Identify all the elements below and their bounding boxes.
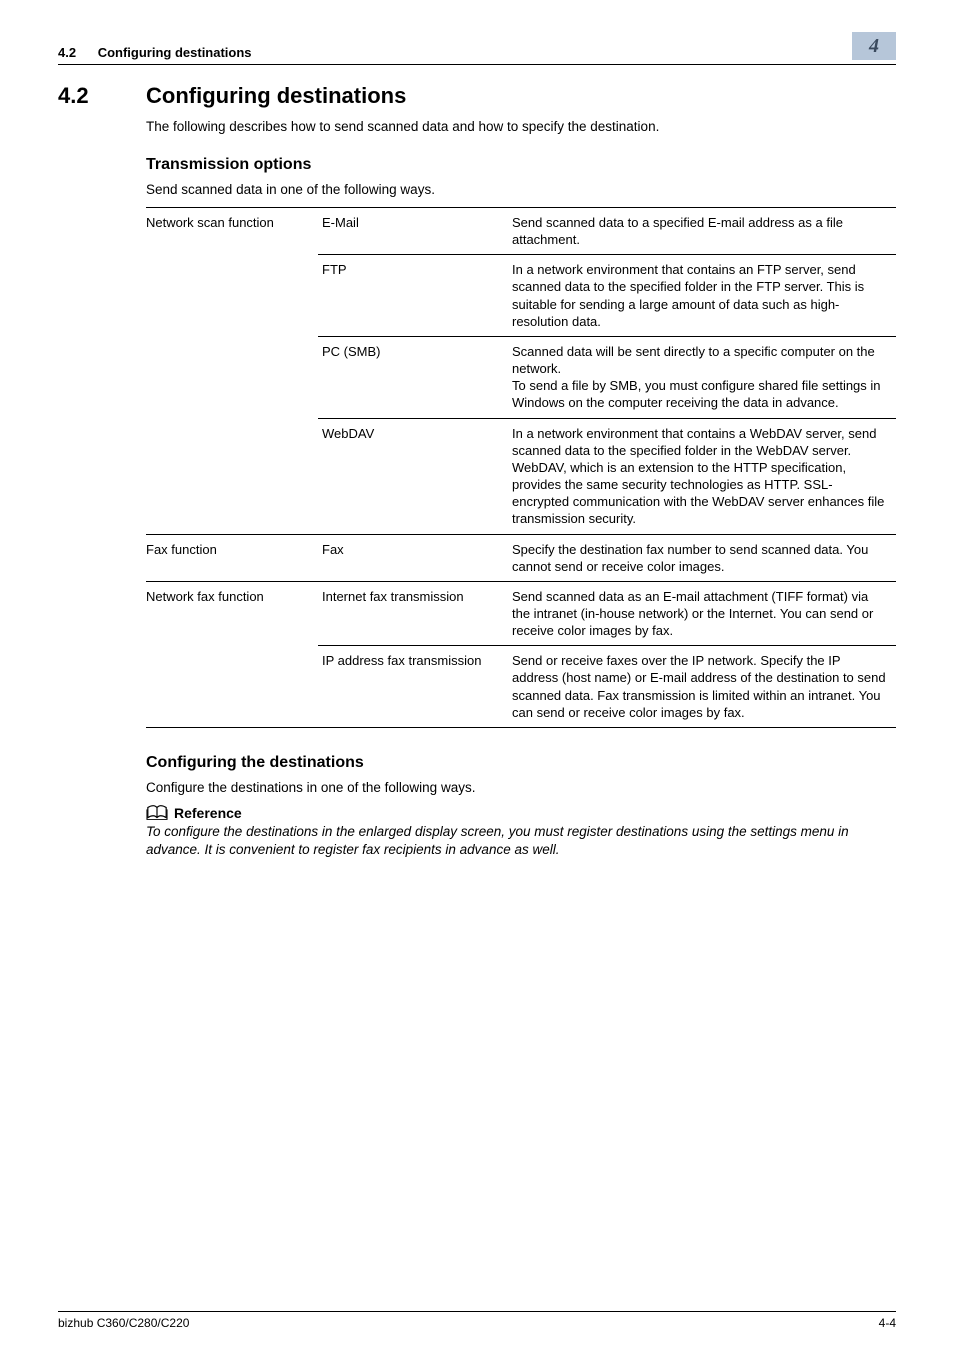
description-cell: Specify the destination fax number to se… [508,534,896,581]
description-cell: Scanned data will be sent directly to a … [508,336,896,418]
section-title: 4.2 Configuring destinations [58,83,896,109]
chapter-tab: 4 [852,32,896,60]
method-cell: Internet fax transmission [318,581,508,645]
method-cell: PC (SMB) [318,336,508,418]
group-cell [146,255,318,337]
page-footer: bizhub C360/C280/C220 4-4 [58,1311,896,1330]
footer-right: 4-4 [879,1316,896,1330]
table-row: PC (SMB)Scanned data will be sent direct… [146,336,896,418]
running-head: 4.2 Configuring destinations 4 [58,32,896,65]
method-cell: WebDAV [318,418,508,534]
configuring-heading: Configuring the destinations [146,754,896,772]
book-icon [146,805,168,821]
section-number: 4.2 [58,83,146,109]
table-row: WebDAVIn a network environment that cont… [146,418,896,534]
description-cell: In a network environment that contains a… [508,418,896,534]
running-head-left: 4.2 Configuring destinations [58,45,252,60]
table-row: FTPIn a network environment that contain… [146,255,896,337]
footer-left: bizhub C360/C280/C220 [58,1316,189,1330]
group-cell: Network scan function [146,208,318,255]
reference-text: To configure the destinations in the enl… [146,823,896,859]
table-row: Network scan functionE-MailSend scanned … [146,208,896,255]
reference-label: Reference [174,805,242,821]
page: 4.2 Configuring destinations 4 4.2 Confi… [0,0,954,1350]
description-cell: Send or receive faxes over the IP networ… [508,646,896,728]
reference-row: Reference [146,805,896,821]
table-row: Network fax functionInternet fax transmi… [146,581,896,645]
group-cell [146,418,318,534]
table-row: Fax functionFaxSpecify the destination f… [146,534,896,581]
transmission-intro: Send scanned data in one of the followin… [146,182,896,197]
group-cell [146,336,318,418]
section-heading: Configuring destinations [146,83,406,109]
description-cell: In a network environment that contains a… [508,255,896,337]
group-cell: Network fax function [146,581,318,645]
running-head-title: Configuring destinations [98,45,252,60]
description-cell: Send scanned data to a specified E-mail … [508,208,896,255]
group-cell [146,646,318,728]
group-cell: Fax function [146,534,318,581]
chapter-number: 4 [869,35,879,58]
running-head-number: 4.2 [58,45,76,60]
method-cell: FTP [318,255,508,337]
method-cell: Fax [318,534,508,581]
transmission-heading: Transmission options [146,156,896,174]
section-intro: The following describes how to send scan… [146,119,896,134]
table-row: IP address fax transmissionSend or recei… [146,646,896,728]
method-cell: IP address fax transmission [318,646,508,728]
description-cell: Send scanned data as an E-mail attachmen… [508,581,896,645]
configuring-intro: Configure the destinations in one of the… [146,780,896,795]
method-cell: E-Mail [318,208,508,255]
transmission-table: Network scan functionE-MailSend scanned … [146,207,896,728]
